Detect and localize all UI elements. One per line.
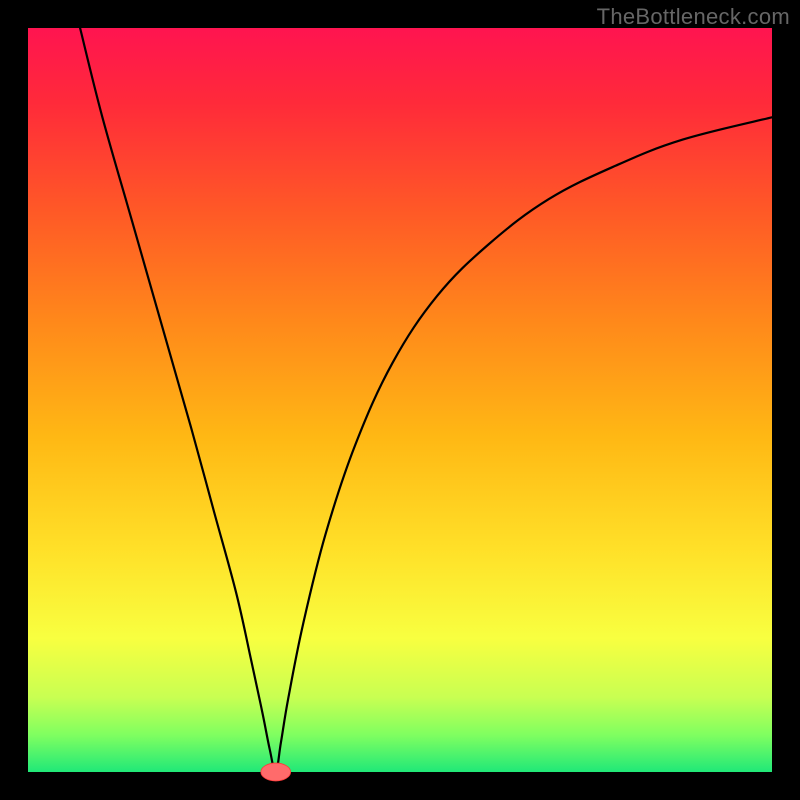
attribution-label: TheBottleneck.com bbox=[597, 4, 790, 30]
chart-container bbox=[0, 0, 800, 800]
bottleneck-chart bbox=[0, 0, 800, 800]
